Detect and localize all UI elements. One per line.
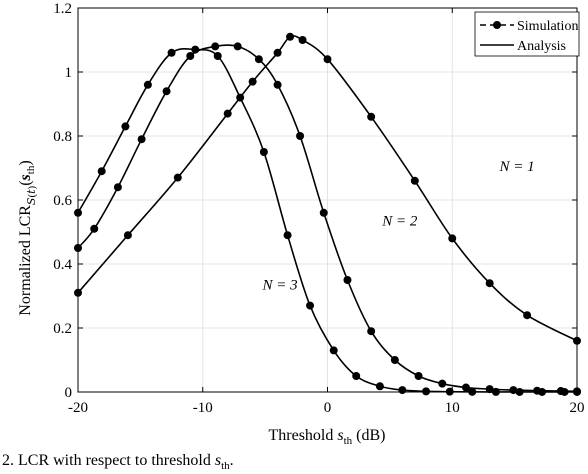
axis-ticks: -20 -10 0 10 20 0 0.2 0.4 0.6 0.8 1 1.2 xyxy=(53,1,584,416)
simulation-point-n-1 xyxy=(273,48,282,57)
y-tick-label: 0.4 xyxy=(53,257,72,273)
curve-label: N = 1 xyxy=(499,159,535,175)
simulation-point-n-2 xyxy=(113,183,122,192)
simulation-point-n-3 xyxy=(398,386,407,395)
simulation-point-n-3 xyxy=(167,48,176,57)
simulation-point-n-2 xyxy=(162,87,171,96)
grid-lines xyxy=(77,7,578,393)
legend-label-analysis: Analysis xyxy=(517,39,566,54)
simulation-point-n-2 xyxy=(343,276,352,284)
simulation-point-n-2 xyxy=(233,42,242,51)
curve-label: N = 3 xyxy=(262,278,298,294)
simulation-point-n-1 xyxy=(298,36,307,44)
simulation-point-n-2 xyxy=(390,356,399,364)
simulation-point-n-2 xyxy=(367,327,376,336)
y-tick-label: 1.2 xyxy=(53,1,72,17)
legend-label-simulation: Simulation xyxy=(517,19,578,34)
legend: Simulation Analysis xyxy=(474,11,580,57)
simulation-point-n-1 xyxy=(173,173,182,182)
simulation-point-n-2 xyxy=(461,383,470,392)
simulation-point-n-1 xyxy=(367,112,376,121)
simulation-point-n-3 xyxy=(213,52,222,60)
simulation-point-n-1 xyxy=(323,55,332,64)
x-tick-label: 0 xyxy=(324,400,332,416)
simulation-point-n-3 xyxy=(352,372,361,380)
y-tick-label: 0.8 xyxy=(53,129,72,145)
simulation-point-n-2 xyxy=(90,224,99,233)
x-tick-label: 20 xyxy=(570,400,585,416)
simulation-point-n-1 xyxy=(248,77,257,86)
figure-caption: 2. LCR with respect to threshold sth. xyxy=(2,452,234,473)
simulation-point-n-3 xyxy=(259,148,268,156)
simulation-point-n-3 xyxy=(283,231,292,240)
simulation-point-n-3 xyxy=(97,167,106,176)
x-tick-label: 10 xyxy=(445,400,460,416)
legend-box xyxy=(474,11,580,57)
simulation-point-n-3 xyxy=(329,346,338,355)
simulation-point-n-1 xyxy=(485,279,494,288)
simulation-point-n-1 xyxy=(223,109,232,118)
simulation-point-n-2 xyxy=(485,385,494,394)
simulation-point-n-2 xyxy=(211,42,220,51)
y-tick-label: 0.2 xyxy=(53,321,72,337)
curve-label: N = 2 xyxy=(381,214,418,230)
simulation-point-n-3 xyxy=(375,382,384,391)
legend-simulation-marker xyxy=(493,21,501,29)
simulation-point-n-2 xyxy=(296,132,305,140)
simulation-point-n-3 xyxy=(191,45,200,54)
curve-annotations: N = 1 N = 2 N = 3 xyxy=(262,159,535,293)
simulation-point-n-3 xyxy=(121,122,130,131)
y-axis-label: Normalized LCR𝑆(𝑡)(sth) xyxy=(17,160,38,315)
simulation-point-n-2 xyxy=(414,372,423,380)
simulation-point-n-3 xyxy=(236,93,245,102)
simulation-point-n-3 xyxy=(143,80,152,89)
simulation-point-n-2 xyxy=(254,55,263,64)
simulation-point-n-2 xyxy=(186,52,195,60)
y-tick-label: 0.6 xyxy=(53,193,72,209)
x-axis-label: Threshold sth (dB) xyxy=(269,427,386,447)
simulation-point-n-1 xyxy=(410,176,419,185)
simulation-point-n-3 xyxy=(422,387,431,396)
simulation-point-n-1 xyxy=(123,231,132,240)
x-tick-label: -20 xyxy=(68,400,88,416)
simulation-point-n-2 xyxy=(438,379,447,388)
simulation-point-n-2 xyxy=(273,80,282,89)
simulation-point-n-2 xyxy=(319,208,328,217)
simulation-point-n-2 xyxy=(137,135,146,144)
simulation-point-n-1 xyxy=(448,234,457,243)
simulation-point-n-3 xyxy=(306,301,315,310)
simulation-point-n-1 xyxy=(523,311,532,320)
y-tick-label: 1 xyxy=(65,65,73,81)
x-tick-label: -10 xyxy=(193,400,213,416)
y-tick-label: 0 xyxy=(65,385,73,401)
simulation-point-n-1 xyxy=(286,32,295,41)
